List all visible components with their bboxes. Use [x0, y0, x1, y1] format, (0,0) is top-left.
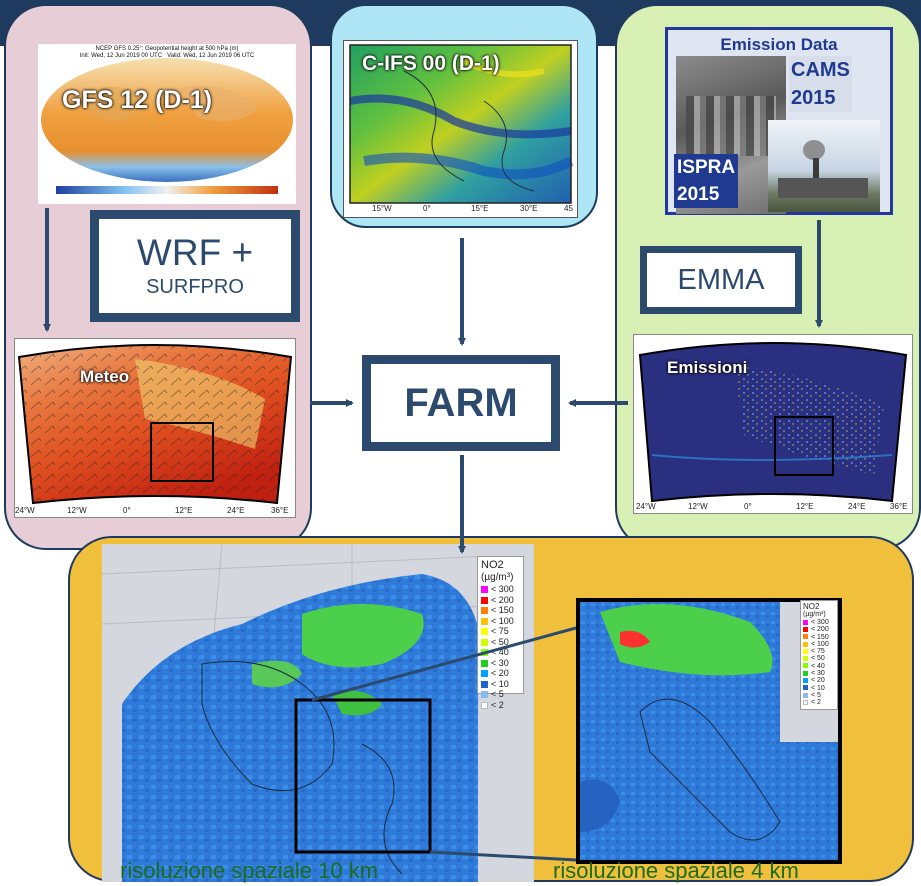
emissioni-map-svg [638, 342, 908, 503]
no2-legend-unit: (µg/m³) [803, 611, 826, 618]
emma-box: EMMA [640, 246, 802, 314]
emissioni-tick: 0° [744, 502, 752, 511]
meteo-map: 24°W 12°W 0° 12°E 24°E 36°E [14, 338, 296, 518]
emissioni-tick: 24°W [636, 502, 656, 511]
caption-10km: risoluzione spaziale 10 km [120, 858, 379, 883]
meteo-tick: 0° [123, 506, 131, 515]
legend-item: < 50 [481, 637, 520, 648]
legend-item: < 100 [803, 641, 835, 648]
meteo-tick: 24°E [227, 506, 245, 515]
legend-item: < 75 [803, 648, 835, 655]
legend-item: < 2 [481, 700, 520, 711]
no2-legend-title: NO2 [481, 559, 504, 571]
surfpro-label: SURFPRO [146, 276, 244, 298]
cifs-tick: 30°E [520, 204, 538, 213]
emissioni-tick: 36°E [890, 502, 908, 511]
legend-item: < 200 [481, 595, 520, 606]
gfs-label: GFS 12 (D-1) [62, 86, 213, 114]
no2-europe-svg [102, 544, 534, 882]
emissioni-tick: 12°E [796, 502, 814, 511]
no2-legend-title: NO2 [803, 602, 820, 611]
legend-item: < 300 [481, 584, 520, 595]
cifs-label: C-IFS 00 (D-1) [362, 52, 500, 75]
no2-legend-big: NO2 (µg/m³) < 300 < 200 < 150 < 100 < 75… [477, 556, 524, 710]
legend-item: < 50 [803, 655, 835, 662]
legend-item: < 40 [803, 663, 835, 670]
meteo-tick: 24°W [15, 506, 35, 515]
legend-item: < 10 [803, 685, 835, 692]
meteo-tick: 36°E [271, 506, 289, 515]
emissioni-tick: 24°E [848, 502, 866, 511]
cifs-tick: 15°E [471, 204, 489, 213]
wrf-surfpro-box: WRF + SURFPRO [90, 210, 300, 322]
gfs-header: NCEP GFS 0.25°: Geopotential height at 5… [79, 46, 255, 59]
emma-label: EMMA [677, 264, 765, 296]
legend-item: < 20 [803, 677, 835, 684]
no2-legend-unit: (µg/m³) [481, 572, 514, 583]
no2-europe-map [102, 544, 534, 882]
wrf-label: WRF + [136, 232, 254, 273]
caption-4km: risoluzione spaziale 4 km [553, 858, 799, 883]
legend-item: < 150 [481, 605, 520, 616]
cifs-map-svg [349, 44, 574, 204]
legend-item: < 75 [481, 626, 520, 637]
emission-data-title: Emission Data [720, 35, 838, 54]
cifs-tick: 45 [564, 204, 573, 213]
emissioni-tick: 12°W [688, 502, 708, 511]
gfs-map: NCEP GFS 0.25°: Geopotential height at 5… [38, 44, 296, 204]
farm-label: FARM [404, 381, 518, 425]
legend-item: < 40 [481, 647, 520, 658]
no2-legend-small: NO2 (µg/m³) < 300 < 200 < 150 < 100 < 75… [800, 600, 838, 710]
legend-item: < 5 [803, 692, 835, 699]
ispra-label: ISPRA 2015 [674, 154, 739, 208]
legend-item: < 300 [803, 619, 835, 626]
legend-item: < 200 [803, 626, 835, 633]
emissioni-label: Emissioni [667, 358, 748, 377]
cams-label: CAMS 2015 [789, 56, 852, 112]
factory-photo [768, 120, 880, 212]
legend-item: < 30 [481, 658, 520, 669]
legend-item: < 150 [803, 634, 835, 641]
legend-item: < 20 [481, 668, 520, 679]
cifs-tick: 0° [423, 204, 431, 213]
farm-box: FARM [362, 355, 560, 451]
meteo-label: Meteo [80, 367, 130, 386]
legend-item: < 2 [803, 699, 835, 706]
emissioni-map: 24°W 12°W 0° 12°E 24°E 36°E [633, 334, 913, 514]
legend-item: < 30 [803, 670, 835, 677]
gfs-globe-svg [41, 58, 293, 194]
legend-item: < 10 [481, 679, 520, 690]
legend-item: < 5 [481, 689, 520, 700]
cifs-map: 15°W 0° 15°E 30°E 45 [343, 40, 578, 218]
cifs-tick: 15°W [372, 204, 392, 213]
legend-item: < 100 [481, 616, 520, 627]
emission-data-image: Emission Data CAMS 2015 ISPRA 2015 [665, 27, 893, 215]
meteo-tick: 12°E [175, 506, 193, 515]
meteo-map-svg [17, 344, 293, 505]
meteo-tick: 12°W [67, 506, 87, 515]
